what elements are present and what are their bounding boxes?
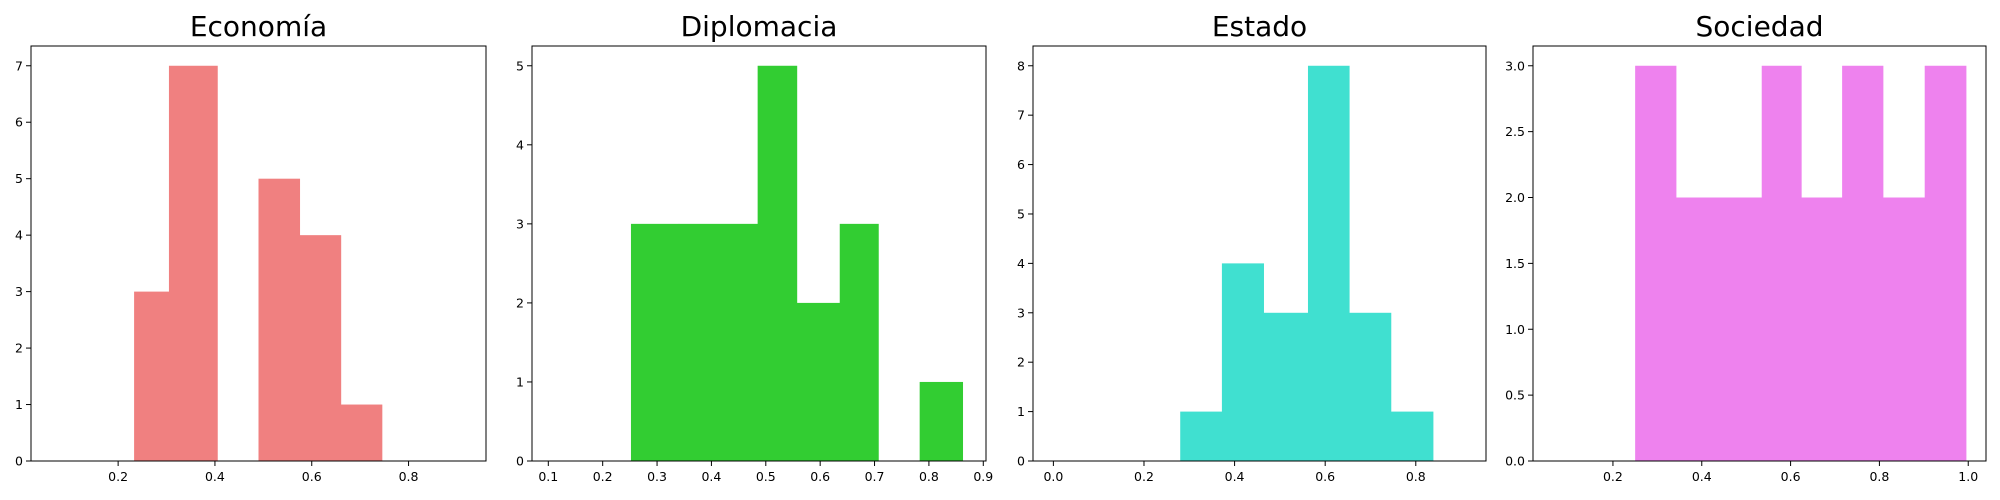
histogram-bar	[1882, 197, 1926, 461]
axes-frame	[1032, 45, 1487, 462]
y-tick-label: 2	[1017, 355, 1025, 370]
y-tick-label: 8	[1017, 58, 1025, 73]
x-tick-label: 0.5	[756, 469, 776, 484]
y-tick-label: 4	[1017, 256, 1025, 271]
y-tick-label: 3	[516, 216, 524, 231]
histogram-bar	[1263, 312, 1309, 461]
y-tick-label: 2.5	[1505, 124, 1525, 139]
x-tick-label: 1.0	[1958, 469, 1978, 484]
histogram-panel-0: 0.2 0.4 0.6 0.8 0 1 2 3 4 5 6 7 Economía	[15, 10, 487, 484]
histogram-bar	[1390, 411, 1434, 461]
y-tick-label: 4	[15, 228, 23, 243]
histogram-bar	[919, 381, 964, 461]
histogram-panel-2: 0.0 0.2 0.4 0.6 0.8 0 1 2 3 4 5 6 7 8 Estado	[1017, 10, 1487, 484]
y-tick-label: 1	[516, 374, 524, 389]
x-tick-label: 0.2	[108, 469, 128, 484]
y-tick-label: 1.5	[1505, 256, 1525, 271]
y-tick-label: 5	[516, 58, 524, 73]
y-tick-label: 7	[1017, 108, 1025, 123]
x-tick-label: 0.8	[919, 469, 939, 484]
x-tick-label: 0.0	[1043, 469, 1063, 484]
x-tick-label: 0.4	[1692, 469, 1712, 484]
histogram-bar	[678, 223, 759, 461]
y-tick-label: 7	[15, 58, 23, 73]
y-tick-label: 0	[1017, 454, 1025, 469]
x-tick-label: 0.8	[1406, 469, 1426, 484]
x-tick-label: 0.8	[1869, 469, 1889, 484]
y-tick-label: 0	[516, 454, 524, 469]
y-tick-label: 2.0	[1505, 190, 1525, 205]
histogram-bar	[1180, 411, 1223, 461]
histogram-bar	[1349, 312, 1392, 461]
histogram-bar	[299, 235, 342, 461]
panel-title: Economía	[190, 10, 327, 43]
x-tick-label: 0.3	[647, 469, 667, 484]
y-tick-label: 1.0	[1505, 322, 1525, 337]
x-tick-label: 0.7	[865, 469, 885, 484]
axes-frame	[531, 45, 987, 462]
y-tick-label: 2	[516, 295, 524, 310]
x-tick-label: 0.4	[1225, 469, 1245, 484]
x-tick-label: 0.2	[1603, 469, 1623, 484]
histogram-bar	[1761, 65, 1802, 461]
y-tick-label: 4	[516, 137, 524, 152]
histogram-panel-3: 0.2 0.4 0.6 0.8 1.0 0.0 0.5 1.0 1.5 2.0 2.5 3.0 Soci…	[1505, 10, 1987, 484]
x-tick-label: 0.4	[205, 469, 225, 484]
histogram-bar	[839, 223, 879, 461]
y-tick-label: 3	[15, 284, 23, 299]
y-tick-label: 6	[15, 115, 23, 130]
x-tick-label: 0.2	[1134, 469, 1154, 484]
histogram-bar	[757, 65, 798, 461]
y-tick-label: 3	[1017, 305, 1025, 320]
y-tick-label: 0.0	[1505, 454, 1525, 469]
histogram-panel-1: 0.1 0.2 0.3 0.4 0.5 0.6 0.7 0.8 0.9 0 1 2 3 4 5 Diploma…	[516, 10, 993, 484]
histogram-bar	[630, 223, 680, 461]
y-tick-label: 0.5	[1505, 388, 1525, 403]
histogram-bar	[1801, 197, 1843, 461]
x-tick-label: 0.6	[302, 469, 322, 484]
y-tick-label: 0	[15, 454, 23, 469]
histogram-bar	[1221, 263, 1264, 461]
y-tick-label: 6	[1017, 157, 1025, 172]
x-tick-label: 0.9	[973, 469, 993, 484]
histogram-bar	[1676, 197, 1763, 461]
x-tick-label: 0.1	[538, 469, 558, 484]
histogram-bar	[168, 65, 218, 461]
panel-title: Estado	[1212, 10, 1307, 43]
histogram-bar	[1924, 65, 1967, 461]
histogram-bar	[1842, 65, 1884, 461]
y-tick-label: 1	[15, 397, 23, 412]
y-tick-label: 5	[1017, 206, 1025, 221]
axes-frame	[1532, 45, 1987, 462]
histogram-bar	[340, 404, 383, 461]
x-tick-label: 0.6	[1315, 469, 1335, 484]
histogram-bar	[796, 302, 841, 461]
histogram-bar	[134, 291, 170, 461]
histogram-bar	[1635, 65, 1677, 461]
y-tick-label: 3.0	[1505, 58, 1525, 73]
x-tick-label: 0.8	[399, 469, 419, 484]
histogram-bar	[258, 178, 301, 461]
x-tick-label: 0.2	[593, 469, 613, 484]
x-tick-label: 0.4	[701, 469, 721, 484]
x-tick-label: 0.6	[810, 469, 830, 484]
y-tick-label: 2	[15, 341, 23, 356]
panel-title: Sociedad	[1695, 10, 1823, 43]
y-tick-label: 1	[1017, 404, 1025, 419]
panel-title: Diplomacia	[681, 10, 838, 43]
axes-frame	[30, 45, 487, 462]
x-tick-label: 0.6	[1781, 469, 1801, 484]
histogram-bar	[1307, 65, 1350, 461]
y-tick-label: 5	[15, 171, 23, 186]
